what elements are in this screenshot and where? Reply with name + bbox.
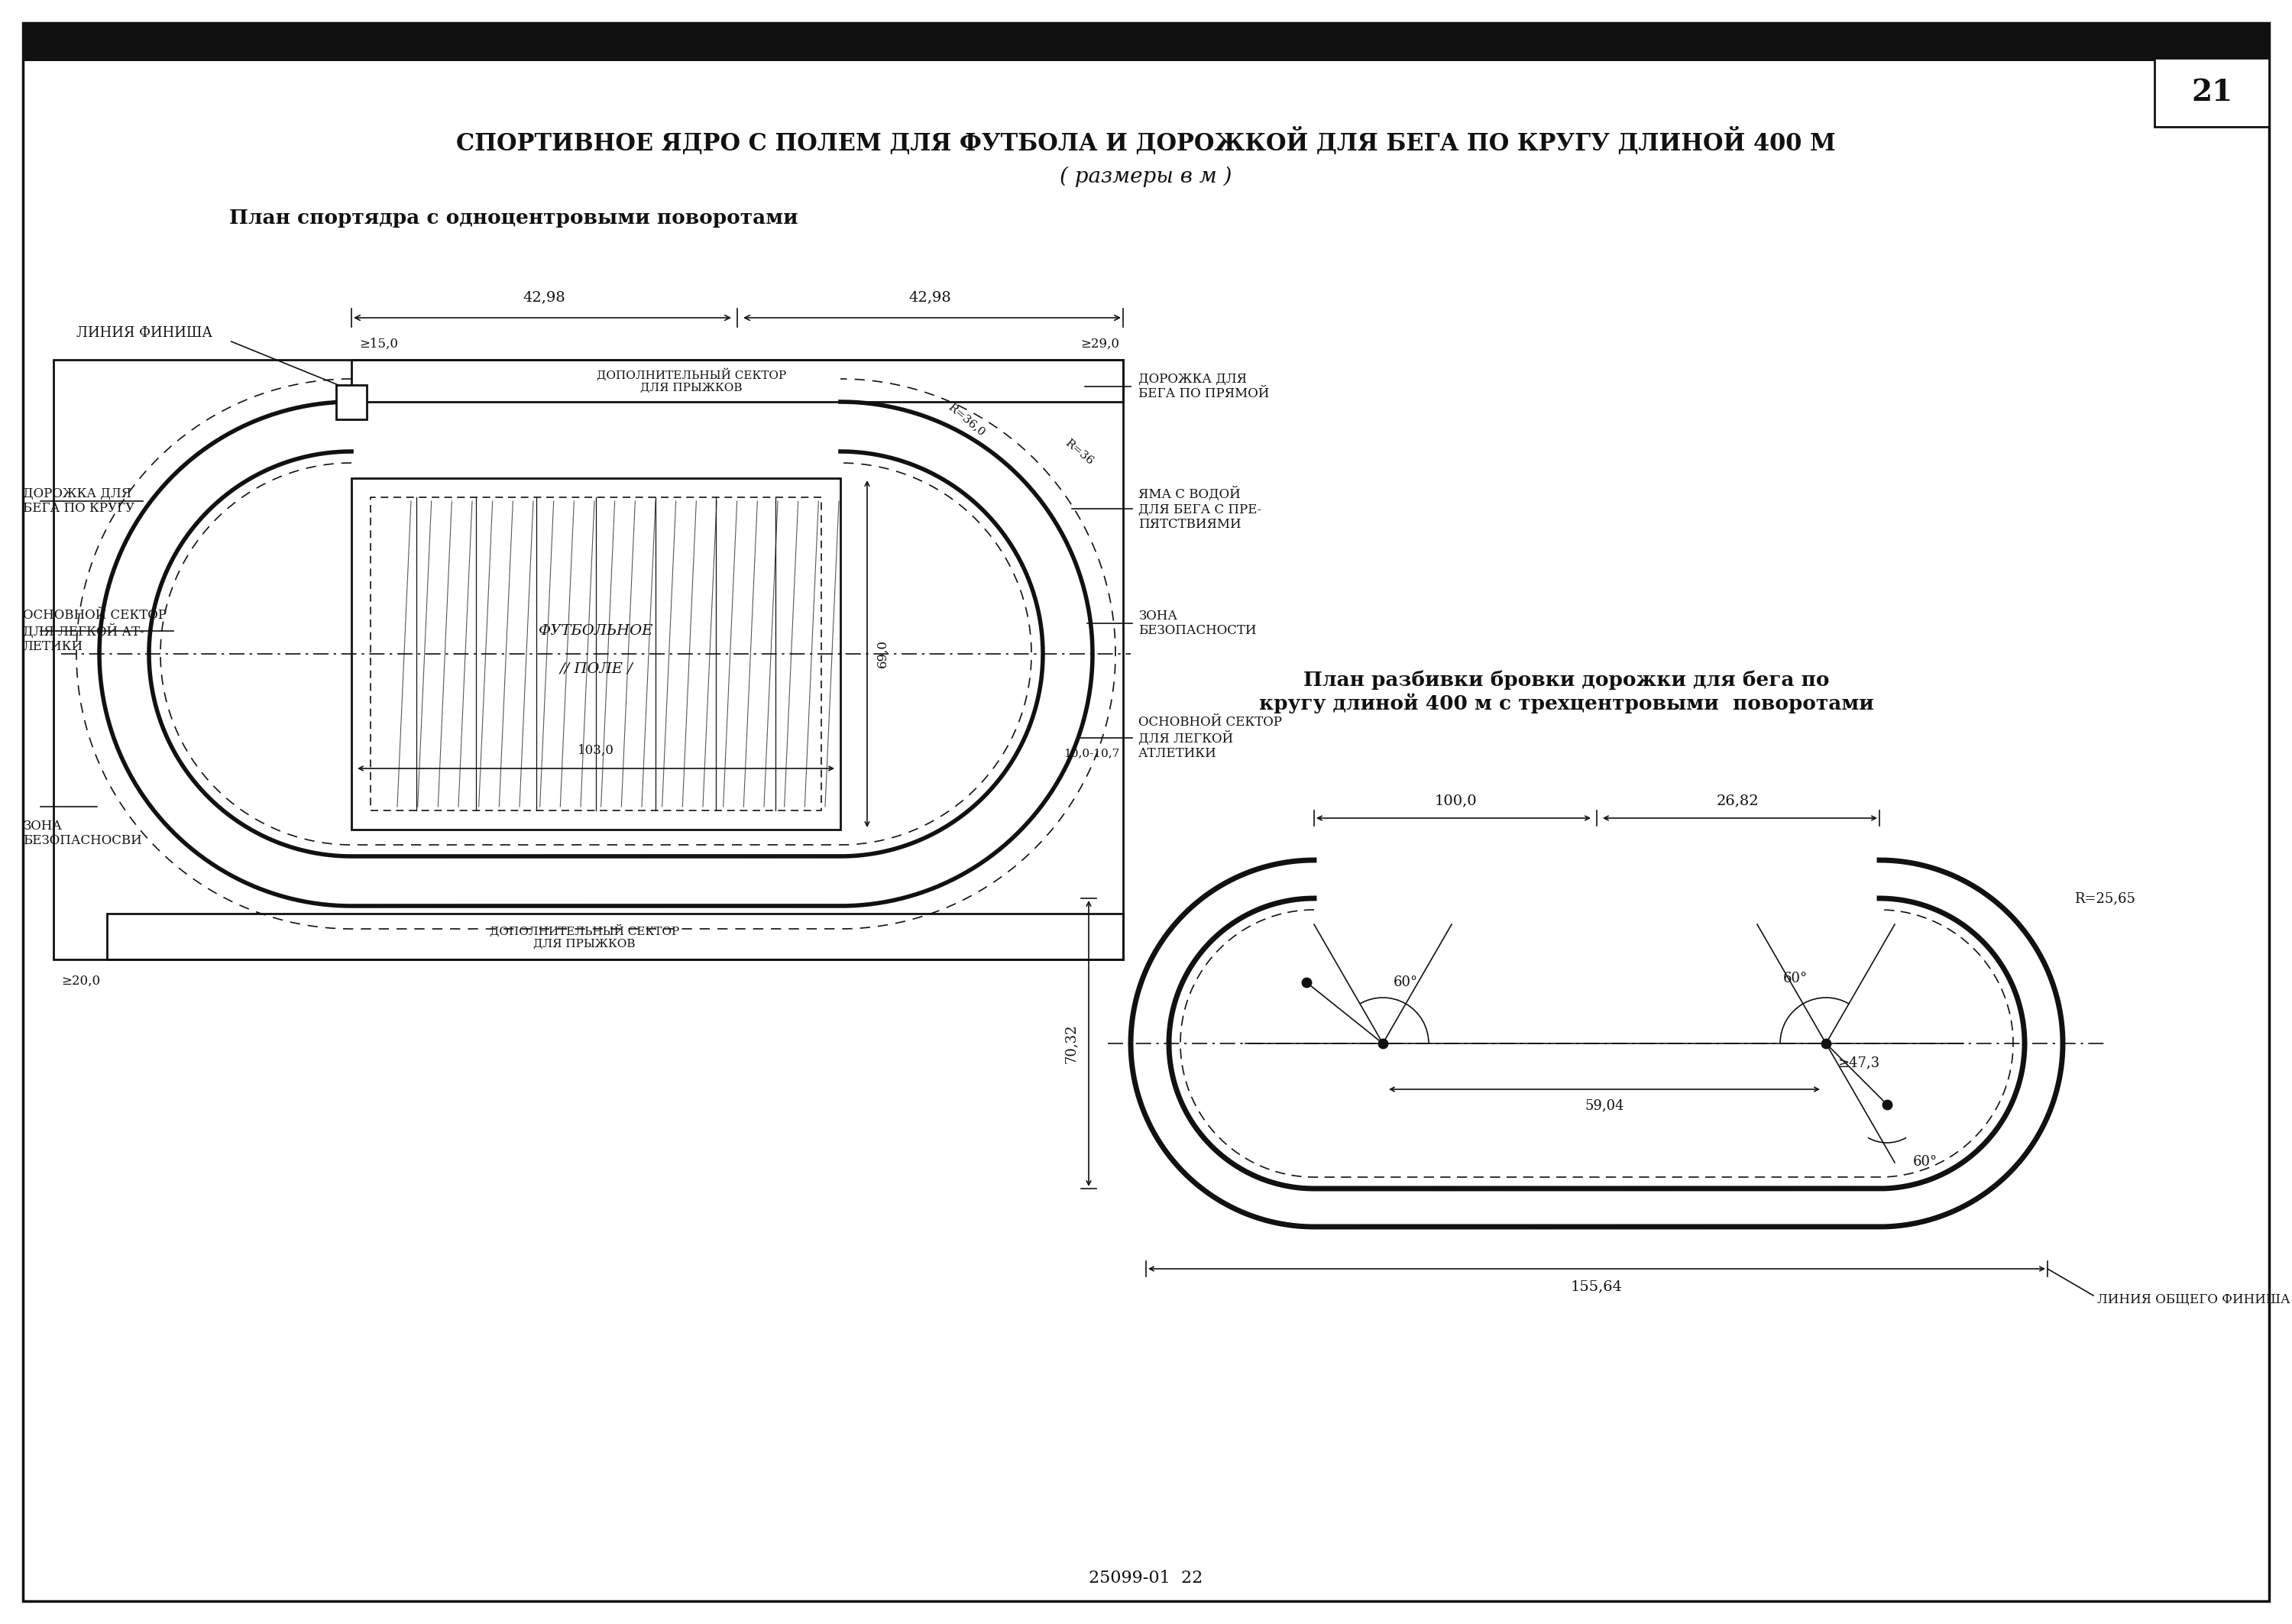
Text: ЗОНА
БЕЗОПАСНОСВИ: ЗОНА БЕЗОПАСНОСВИ — [23, 820, 142, 848]
Bar — [2154, 58, 2269, 127]
Text: ДОРОЖКА ДЛЯ
БЕГА ПО КРУГУ: ДОРОЖКА ДЛЯ БЕГА ПО КРУГУ — [23, 487, 135, 515]
Text: ЗОНА
БЕЗОПАСНОСТИ: ЗОНА БЕЗОПАСНОСТИ — [1139, 609, 1256, 637]
Text: 60°: 60° — [1783, 971, 1808, 986]
Text: R=25,65: R=25,65 — [2074, 892, 2136, 905]
Text: 10,0-10,7: 10,0-10,7 — [1063, 747, 1118, 758]
Text: ФУТБОЛЬНОЕ: ФУТБОЛЬНОЕ — [539, 624, 653, 638]
Text: 60°: 60° — [1914, 1155, 1937, 1169]
Bar — [351, 477, 841, 830]
Text: ДОПОЛНИТЕЛЬНЫЙ СЕКТОР
ДЛЯ ПРЫЖКОВ: ДОПОЛНИТЕЛЬНЫЙ СЕКТОР ДЛЯ ПРЫЖКОВ — [490, 924, 678, 948]
Bar — [337, 385, 367, 419]
Text: 60°: 60° — [1394, 976, 1419, 989]
Text: ЛИНИЯ ФИНИША: ЛИНИЯ ФИНИША — [76, 326, 213, 339]
Text: 26,82: 26,82 — [1717, 794, 1760, 807]
Text: ≥47,3: ≥47,3 — [1838, 1056, 1879, 1070]
Text: 42,98: 42,98 — [523, 291, 566, 304]
Text: // ПОЛЕ /: // ПОЛЕ / — [559, 663, 633, 676]
Text: ЯМА С ВОДОЙ
ДЛЯ БЕГА С ПРЕ-
ПЯТСТВИЯМИ: ЯМА С ВОДОЙ ДЛЯ БЕГА С ПРЕ- ПЯТСТВИЯМИ — [1139, 487, 1261, 531]
Text: ≥20,0: ≥20,0 — [62, 974, 101, 987]
Text: 69,0: 69,0 — [876, 640, 889, 667]
Text: ОСНОВНОЙ СЕКТОР
ДЛЯ ЛЕГКОЙ
АТЛЕТИКИ: ОСНОВНОЙ СЕКТОР ДЛЯ ЛЕГКОЙ АТЛЕТИКИ — [1139, 716, 1281, 760]
Text: ДОРОЖКА ДЛЯ
БЕГА ПО ПРЯМОЙ: ДОРОЖКА ДЛЯ БЕГА ПО ПРЯМОЙ — [1139, 372, 1270, 401]
Text: 42,98: 42,98 — [910, 291, 951, 304]
Text: R=36: R=36 — [1063, 437, 1096, 468]
Text: 70,32: 70,32 — [1063, 1023, 1077, 1064]
Text: 25099-01  22: 25099-01 22 — [1089, 1570, 1203, 1587]
Bar — [23, 23, 2269, 62]
Text: 21: 21 — [2191, 78, 2232, 107]
Text: ≥29,0: ≥29,0 — [1080, 338, 1118, 351]
Bar — [108, 914, 1123, 960]
Text: ≥15,0: ≥15,0 — [360, 338, 399, 351]
Text: План разбивки бровки дорожки для бега по
кругу длиной 400 м с трехцентровыми  по: План разбивки бровки дорожки для бега по… — [1258, 671, 1873, 713]
Text: План спортядра с одноцентровыми поворотами: План спортядра с одноцентровыми поворота… — [229, 209, 798, 227]
Text: ДОПОЛНИТЕЛЬНЫЙ СЕКТОР
ДЛЯ ПРЫЖКОВ: ДОПОЛНИТЕЛЬНЫЙ СЕКТОР ДЛЯ ПРЫЖКОВ — [596, 369, 786, 393]
Text: ( размеры в м ): ( размеры в м ) — [1059, 166, 1233, 187]
Bar — [351, 361, 1123, 401]
Text: R=36,0: R=36,0 — [947, 401, 988, 438]
Text: 155,64: 155,64 — [1570, 1280, 1623, 1293]
Text: ОСНОВНОЙ СЕКТОР
ДЛЯ ЛЕГКОЙ АТ-
ЛЕТИКИ: ОСНОВНОЙ СЕКТОР ДЛЯ ЛЕГКОЙ АТ- ЛЕТИКИ — [23, 609, 167, 653]
Text: 103,0: 103,0 — [578, 744, 614, 757]
Bar — [53, 361, 1123, 960]
Text: 100,0: 100,0 — [1435, 794, 1476, 807]
Text: ЛИНИЯ ОБЩЕГО ФИНИША: ЛИНИЯ ОБЩЕГО ФИНИША — [2097, 1293, 2290, 1306]
Text: СПОРТИВНОЕ ЯДРО С ПОЛЕМ ДЛЯ ФУТБОЛА И ДОРОЖКОЙ ДЛЯ БЕГА ПО КРУГУ ДЛИНОЙ 400 М: СПОРТИВНОЕ ЯДРО С ПОЛЕМ ДЛЯ ФУТБОЛА И ДО… — [456, 128, 1836, 156]
Text: 59,04: 59,04 — [1584, 1098, 1625, 1112]
